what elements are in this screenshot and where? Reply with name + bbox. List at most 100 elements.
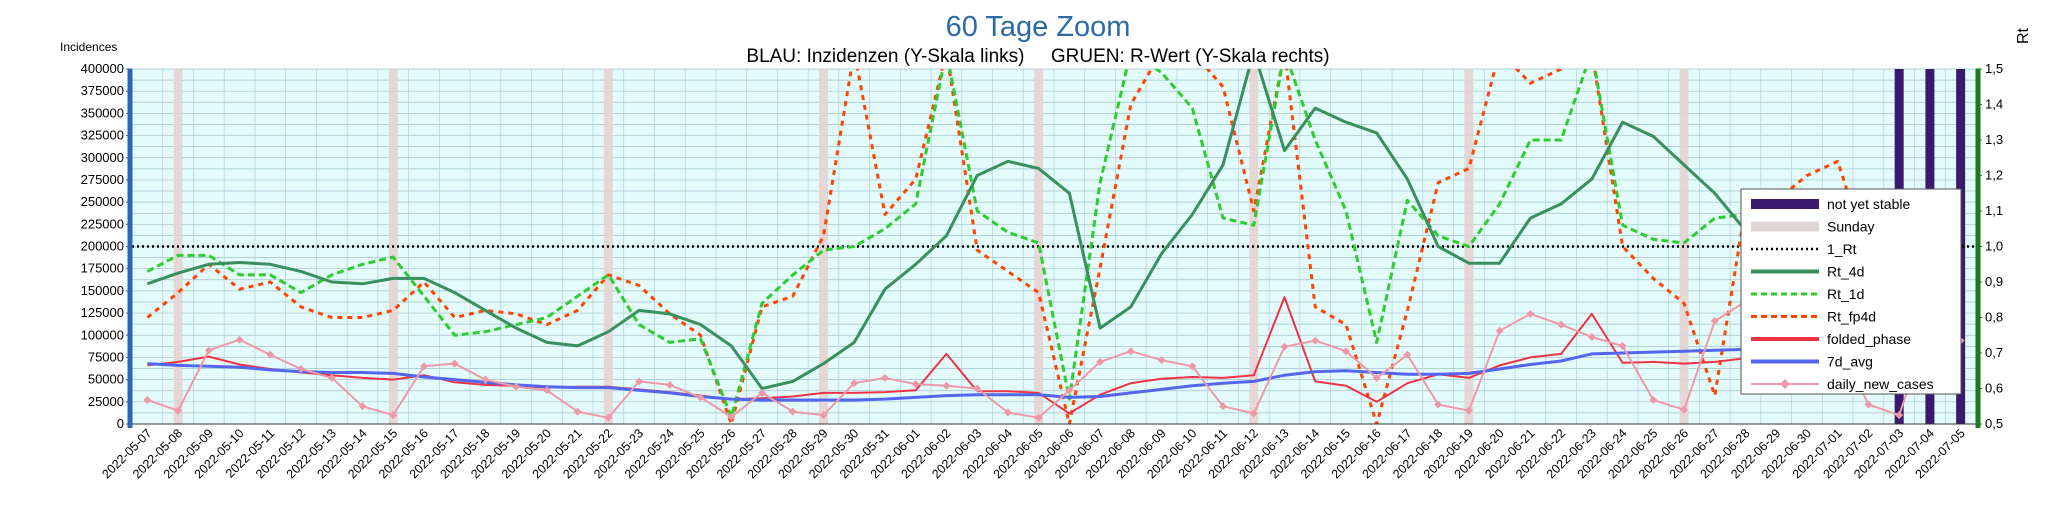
series-line-daily_new_cases — [147, 300, 1962, 419]
legend-label: 7d_avg — [1827, 354, 1873, 370]
daily-new-cases-point — [727, 412, 736, 421]
daily-new-cases-point — [788, 407, 797, 416]
daily-new-cases-point — [389, 411, 398, 420]
left-tick-label: 150000 — [81, 283, 124, 298]
legend-marker — [1780, 379, 1790, 389]
daily-new-cases-point — [1649, 396, 1658, 405]
left-axis-label: Incidences — [60, 40, 117, 54]
left-tick-label: 175000 — [81, 261, 124, 276]
left-tick-label: 250000 — [81, 194, 124, 209]
daily-new-cases-point — [1096, 357, 1105, 366]
left-tick-label: 300000 — [81, 150, 124, 165]
right-tick-label: 1,1 — [1985, 203, 2003, 218]
left-tick-label: 0 — [117, 416, 124, 431]
right-tick-label: 1,2 — [1985, 168, 2003, 183]
legend-label: Rt_fp4d — [1827, 309, 1876, 325]
daily-new-cases-point — [850, 379, 859, 388]
left-tick-label: 375000 — [81, 83, 124, 98]
legend-label: Rt_1d — [1827, 286, 1864, 302]
right-tick-label: 1,0 — [1985, 239, 2003, 254]
series-line-7d_avg — [147, 344, 1961, 402]
daily-new-cases-point — [266, 350, 275, 359]
daily-new-cases-point — [1341, 347, 1350, 356]
daily-new-cases-point — [143, 396, 152, 405]
right-tick-label: 0,6 — [1985, 381, 2003, 396]
right-tick-label: 1,4 — [1985, 97, 2003, 112]
daily-new-cases-point — [1157, 356, 1166, 365]
daily-new-cases-point — [358, 402, 367, 411]
daily-new-cases-point — [297, 364, 306, 373]
left-tick-label: 125000 — [81, 305, 124, 320]
left-tick-label: 350000 — [81, 105, 124, 120]
daily-new-cases-point — [696, 393, 705, 402]
series-line-Rt_fp4d — [146, 69, 1962, 424]
left-tick-label: 50000 — [88, 372, 124, 387]
daily-new-cases-point — [204, 346, 213, 355]
daily-new-cases-point — [1895, 411, 1904, 420]
legend-label: 1_Rt — [1827, 241, 1857, 257]
sunday-bar — [1679, 69, 1689, 424]
left-tick-label: 225000 — [81, 216, 124, 231]
daily-new-cases-point — [1680, 405, 1689, 414]
daily-new-cases-point — [819, 411, 828, 420]
right-tick-label: 1,3 — [1985, 132, 2003, 147]
daily-new-cases-point — [450, 359, 459, 368]
daily-new-cases-point — [573, 407, 582, 416]
daily-new-cases-point — [973, 384, 982, 393]
right-axis-label: Rt — [2015, 27, 2032, 44]
daily-new-cases-point — [235, 335, 244, 344]
daily-new-cases-point — [635, 377, 644, 386]
chart-subtitle: BLAU: Inzidenzen (Y-Skala links) GRUEN: … — [746, 46, 1329, 67]
daily-new-cases-point — [1618, 341, 1627, 350]
left-tick-label: 25000 — [88, 394, 124, 409]
right-tick-label: 1,5 — [1985, 61, 2003, 76]
left-tick-label: 275000 — [81, 172, 124, 187]
daily-new-cases-point — [1434, 400, 1443, 409]
daily-new-cases-point — [481, 375, 490, 384]
left-tick-label: 200000 — [81, 239, 124, 254]
legend-label: daily_new_cases — [1827, 376, 1934, 392]
legend-swatch — [1751, 221, 1819, 232]
right-tick-label: 0,8 — [1985, 310, 2003, 325]
daily-new-cases-point — [911, 380, 920, 389]
series-line-Rt_4d — [146, 69, 1962, 390]
left-tick-label: 100000 — [81, 327, 124, 342]
daily-new-cases-point — [419, 362, 428, 371]
left-tick-label: 75000 — [88, 349, 124, 364]
legend-label: folded_phase — [1827, 331, 1911, 347]
daily-new-cases-point — [1034, 413, 1043, 422]
daily-new-cases-point — [542, 386, 551, 395]
daily-new-cases-point — [1280, 342, 1289, 351]
legend-label: Sunday — [1827, 219, 1874, 235]
daily-new-cases-point — [1710, 317, 1719, 326]
right-tick-label: 0,9 — [1985, 274, 2003, 289]
left-tick-label: 400000 — [81, 61, 124, 76]
legend-swatch — [1751, 199, 1819, 209]
daily-new-cases-point — [1311, 336, 1320, 345]
legend-label: not yet stable — [1827, 196, 1910, 212]
daily-new-cases-point — [604, 413, 613, 422]
daily-new-cases-point — [1495, 326, 1504, 335]
daily-new-cases-point — [1126, 347, 1135, 356]
daily-new-cases-point — [1188, 362, 1197, 371]
daily-new-cases-point — [880, 373, 889, 382]
daily-new-cases-point — [1557, 320, 1566, 329]
daily-new-cases-point — [942, 381, 951, 390]
series-line-Rt_1d — [146, 69, 1963, 419]
daily-new-cases-point — [1372, 373, 1381, 382]
left-tick-label: 325000 — [81, 128, 124, 143]
chart-title: 60 Tage Zoom — [946, 11, 1131, 43]
daily-new-cases-point — [1526, 309, 1535, 318]
daily-new-cases-point — [1003, 408, 1012, 417]
daily-new-cases-point — [1587, 333, 1596, 342]
daily-new-cases-point — [1864, 400, 1873, 409]
daily-new-cases-point — [512, 382, 521, 391]
daily-new-cases-point — [758, 388, 767, 397]
right-tick-label: 0,7 — [1985, 345, 2003, 360]
right-tick-label: 0,5 — [1985, 416, 2003, 431]
daily-new-cases-point — [1464, 406, 1473, 415]
daily-new-cases-point — [1249, 409, 1258, 418]
daily-new-cases-point — [665, 380, 674, 389]
daily-new-cases-point — [1219, 402, 1228, 411]
